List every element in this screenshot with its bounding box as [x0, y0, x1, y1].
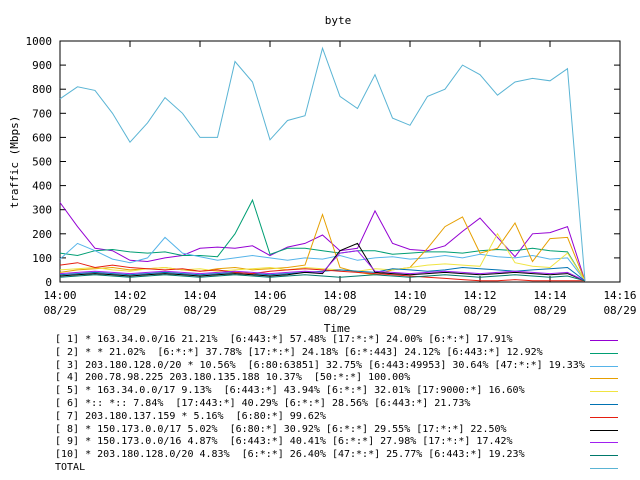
y-tick-label: 200 — [32, 228, 52, 241]
legend-swatch-6 — [590, 404, 618, 405]
y-tick-label: 0 — [45, 276, 52, 289]
chart-title: byte — [325, 14, 352, 27]
y-axis-label: traffic (Mbps) — [8, 116, 21, 209]
legend-entry-2: [ 2] * * 21.02% [6:*:*] 37.78% [17:*:*] … — [55, 346, 543, 358]
x-tick-label-time: 14:02 — [113, 289, 146, 302]
legend-entry-4: [ 4] 200.78.98.225 203.180.135.188 10.37… — [55, 372, 411, 384]
series-line-3 — [59, 236, 586, 282]
legend-swatch-1 — [590, 340, 618, 341]
legend-swatch-4 — [590, 378, 618, 380]
legend-entry-11: TOTAL — [55, 462, 86, 473]
x-tick-label-date: 08/29 — [603, 304, 636, 317]
legend-swatch-10 — [590, 455, 618, 457]
y-tick-label: 900 — [32, 59, 52, 72]
x-tick-label-time: 14:08 — [323, 289, 356, 302]
y-tick-label: 400 — [32, 180, 52, 193]
legend-entry-7: [ 7] 203.180.137.159 * 5.16% [6:80:*] 99… — [55, 410, 326, 422]
series-lines — [59, 46, 586, 282]
x-tick-label-date: 08/29 — [43, 304, 76, 317]
series-line-7 — [59, 262, 585, 282]
x-tick-label-time: 14:10 — [393, 289, 426, 302]
series-line-10 — [59, 274, 586, 282]
series-line-11 — [59, 46, 586, 281]
x-tick-label-time: 14:00 — [43, 289, 76, 302]
x-tick-label-date: 08/29 — [323, 304, 356, 317]
legend-swatch-3 — [590, 365, 618, 367]
series-line-2 — [59, 198, 586, 282]
x-tick-label-date: 08/29 — [113, 304, 146, 317]
x-tick-label-date: 08/29 — [183, 304, 216, 317]
x-tick-label-time: 14:16 — [603, 289, 636, 302]
legend-entry-6: [ 6] *:: *:: 7.84% [17:443:*] 40.29% [6:… — [55, 398, 471, 409]
legend-entry-3: [ 3] 203.180.128.0/20 * 10.56% [6:80:638… — [55, 359, 585, 371]
series-line-1 — [59, 202, 586, 281]
legend-swatch-9 — [590, 442, 618, 444]
x-tick-label-date: 08/29 — [533, 304, 566, 317]
legend-entry-8: [ 8] * 150.173.0.0/17 5.02% [6:80:*] 30.… — [55, 423, 507, 435]
y-tick-label: 700 — [32, 107, 52, 120]
legend-entry-1: [ 1] * 163.34.0.0/16 21.21% [6:443:*] 57… — [55, 334, 513, 345]
legend-swatch-5 — [590, 391, 618, 393]
y-tick-label: 100 — [32, 252, 52, 265]
series-line-8 — [59, 242, 586, 282]
plot-frame — [59, 40, 621, 283]
y-ticks: 0 100 200 300 400 500 600 700 800 900 1000 — [26, 35, 620, 289]
legend-swatch-7 — [590, 416, 618, 418]
y-tick-label: 600 — [32, 131, 52, 144]
x-tick-label-date: 08/29 — [463, 304, 496, 317]
legend-swatch-2 — [590, 352, 618, 354]
series-line-6 — [59, 266, 586, 282]
x-tick-label-time: 14:04 — [183, 289, 216, 302]
y-tick-label: 300 — [32, 204, 52, 217]
y-tick-label: 1000 — [26, 35, 53, 48]
legend-entry-9: [ 9] * 150.173.0.0/16 4.87% [6:443:*] 40… — [55, 436, 513, 448]
legend-entry-10: [10] * 203.180.128.0/20 4.83% [6:*:*] 26… — [55, 449, 525, 461]
y-tick-label: 500 — [32, 156, 52, 169]
x-tick-label-time: 14:06 — [253, 289, 286, 302]
x-tick-label-date: 08/29 — [253, 304, 286, 317]
x-tick-label-time: 14:14 — [533, 289, 566, 302]
legend-swatch-11 — [590, 468, 618, 469]
x-ticks: 14:00 08/29 14:02 08/29 14:04 08/29 14:06 08/29… — [43, 41, 637, 317]
x-tick-label-time: 14:12 — [463, 289, 496, 302]
legend-entry-5: [ 5] * 163.34.0.0/17 9.13% [6:443:*] 43.… — [55, 385, 525, 397]
x-tick-label-date: 08/29 — [393, 304, 426, 317]
legend-swatch-8 — [590, 429, 618, 431]
x-axis-label: Time — [324, 322, 351, 335]
y-tick-label: 800 — [32, 83, 52, 96]
series-line-9 — [59, 250, 586, 282]
